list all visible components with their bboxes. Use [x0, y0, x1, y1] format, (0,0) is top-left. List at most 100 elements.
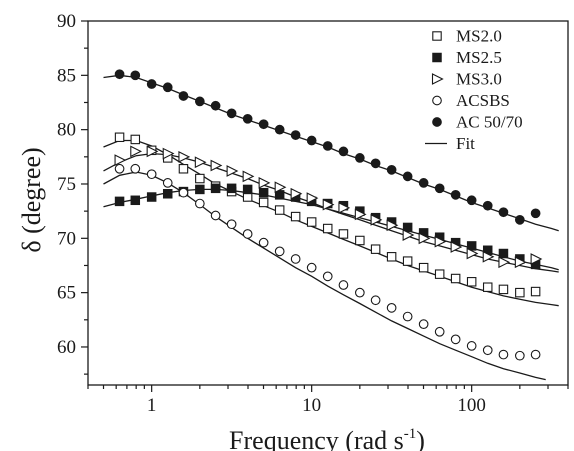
x-axis-label-superscript: -1 [404, 426, 417, 442]
data-point [338, 146, 349, 157]
data-point [402, 222, 413, 233]
data-point [386, 303, 397, 313]
data-point [402, 311, 413, 322]
legend-swatch [431, 73, 444, 85]
data-point [114, 69, 125, 80]
data-point [290, 187, 303, 200]
data-point [450, 334, 461, 345]
y-tick-label: 80 [57, 120, 76, 141]
x-tick-label: 100 [457, 395, 486, 416]
data-point [466, 195, 477, 206]
data-point [258, 119, 269, 130]
data-point [226, 219, 237, 230]
data-point [178, 187, 189, 198]
x-axis: 1 10 100 [87, 385, 569, 416]
data-point [482, 345, 493, 356]
data-point [450, 190, 461, 200]
data-point [370, 213, 383, 226]
data-point [322, 271, 333, 282]
data-point [194, 156, 207, 169]
data-point [434, 235, 447, 248]
data-point [242, 229, 253, 239]
fit-line [103, 139, 559, 307]
data-point [482, 250, 495, 263]
legend-label: MS2.5 [456, 48, 502, 67]
data-point [418, 262, 429, 273]
data-point [146, 169, 157, 180]
data-point [450, 241, 463, 253]
legend-label: MS2.0 [456, 27, 502, 46]
data-point [162, 147, 175, 160]
data-point [195, 173, 205, 184]
data-point [418, 178, 429, 188]
data-point [242, 184, 253, 195]
data-point [386, 219, 399, 232]
data-point [418, 232, 431, 245]
data-point [498, 349, 509, 360]
data-point [338, 201, 351, 214]
data-point [530, 286, 541, 297]
data-point [178, 91, 189, 101]
data-markers [114, 69, 543, 361]
data-point [338, 280, 349, 290]
data-point [146, 145, 159, 158]
data-point [306, 135, 317, 146]
y-tick-label: 85 [57, 65, 76, 86]
data-point [114, 132, 125, 143]
legend-label: ACSBS [456, 91, 510, 110]
y-tick-label: 70 [57, 228, 76, 249]
data-point [402, 171, 413, 182]
data-point [322, 223, 333, 234]
data-point [498, 256, 511, 269]
data-point [498, 284, 509, 295]
legend: MS2.0 MS2.5 MS3.0 ACSBS AC 50/70 Fit [425, 27, 523, 153]
data-point [274, 205, 285, 215]
y-tick-label: 60 [57, 337, 76, 358]
x-axis-label-main: Frequency (rad s [229, 426, 404, 451]
data-point [195, 184, 205, 195]
data-point [194, 96, 205, 107]
data-point [514, 256, 527, 269]
data-point [370, 295, 381, 306]
data-point [226, 165, 239, 177]
x-tick-label: 10 [302, 395, 321, 416]
data-point [306, 192, 319, 205]
data-point [386, 165, 397, 175]
data-point [322, 141, 333, 151]
data-point [210, 210, 221, 221]
data-point [258, 237, 269, 248]
data-point [162, 82, 173, 93]
legend-label: MS3.0 [456, 70, 502, 89]
data-point [114, 154, 127, 166]
data-point [114, 196, 125, 207]
data-point [130, 134, 141, 145]
data-point [242, 113, 253, 124]
x-tick-label: 1 [147, 395, 157, 416]
data-point [466, 247, 479, 260]
data-point [322, 198, 335, 211]
y-axis-label: δ (degree) [17, 147, 46, 252]
data-point [306, 217, 317, 227]
data-point [274, 246, 285, 257]
data-point [338, 229, 349, 239]
data-point [258, 197, 269, 208]
data-point [274, 190, 285, 200]
data-point [210, 183, 221, 194]
data-point [130, 145, 143, 158]
x-axis-label: Frequency (rad s-1) [229, 426, 425, 451]
x-axis-label-tail: ) [416, 426, 425, 451]
data-point [450, 273, 461, 284]
data-point [194, 198, 205, 209]
data-point [530, 253, 543, 265]
data-point [210, 159, 223, 172]
data-point [178, 150, 191, 163]
y-tick-label: 90 [57, 11, 76, 32]
data-point [210, 100, 221, 111]
data-point [434, 183, 445, 194]
data-point [162, 189, 173, 199]
data-point [466, 241, 477, 251]
data-point [466, 277, 477, 287]
data-point [530, 349, 541, 360]
data-point [482, 200, 493, 211]
